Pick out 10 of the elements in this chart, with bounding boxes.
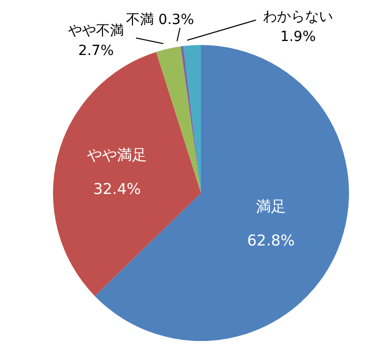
data-label: 32.4% <box>93 180 141 198</box>
slice-label: わからない <box>263 9 333 25</box>
slice-label: 不満 0.3% <box>126 12 194 28</box>
pie-slice <box>156 46 201 193</box>
slice-label: やや不満 <box>68 23 124 39</box>
data-label: 2.7% <box>78 43 114 59</box>
data-label: 62.8% <box>247 232 295 250</box>
slice-label: 満足 <box>256 198 286 216</box>
slice-label: やや満足 <box>87 146 148 164</box>
data-label: 1.9% <box>280 29 316 45</box>
